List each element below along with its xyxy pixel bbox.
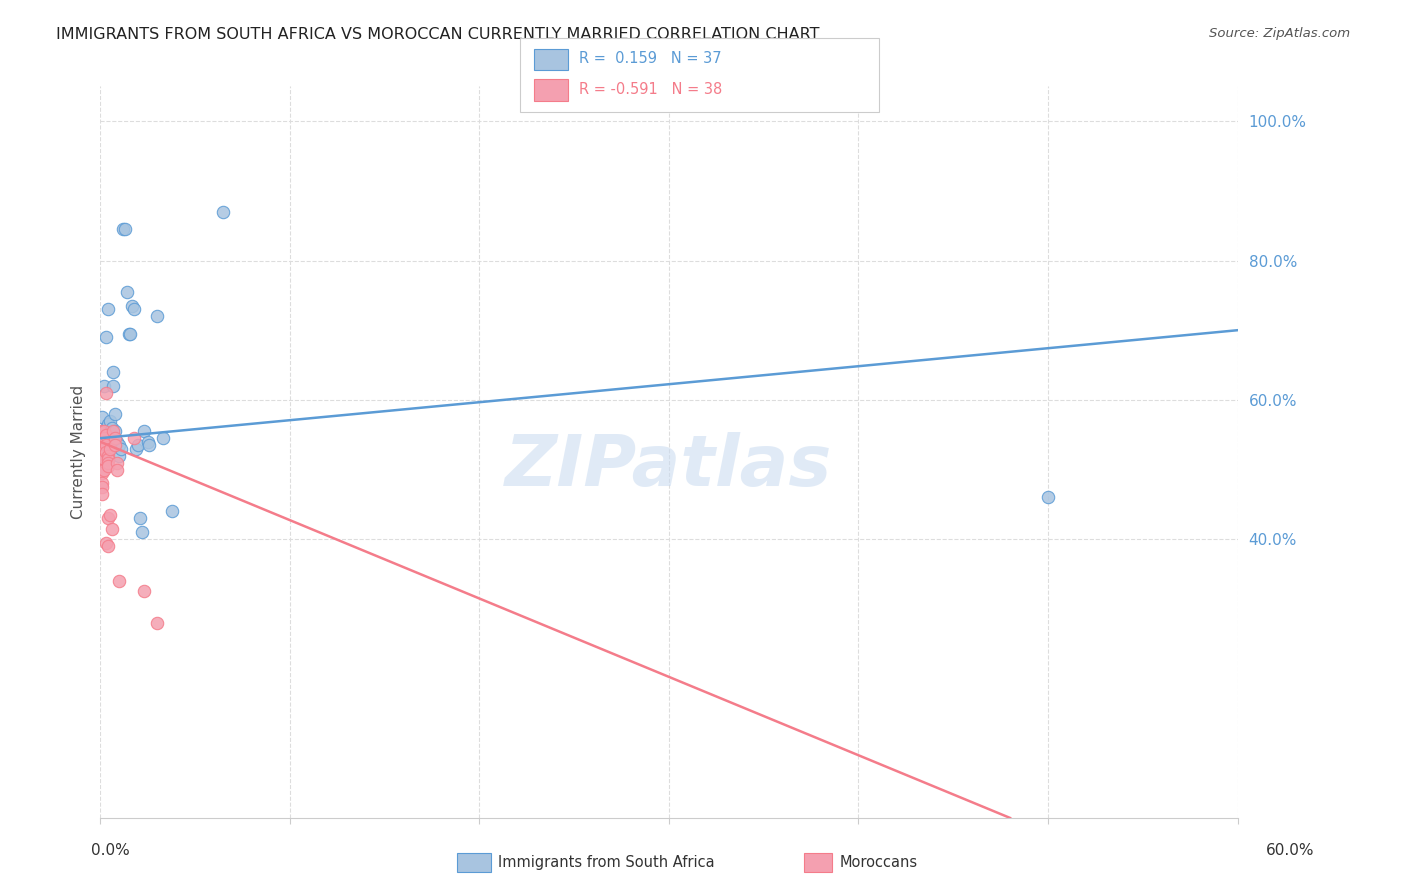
Point bbox=[93, 452, 115, 467]
Point bbox=[103, 379, 125, 393]
Point bbox=[131, 525, 153, 540]
Point bbox=[93, 379, 115, 393]
Point bbox=[97, 511, 120, 525]
Point bbox=[91, 410, 114, 425]
Point bbox=[117, 326, 139, 341]
Point bbox=[91, 466, 114, 480]
Point bbox=[110, 442, 132, 456]
Point bbox=[93, 434, 115, 449]
Point bbox=[212, 204, 235, 219]
Point bbox=[127, 438, 149, 452]
Point bbox=[91, 480, 114, 494]
Point bbox=[136, 434, 159, 449]
Text: 60.0%: 60.0% bbox=[1267, 843, 1315, 858]
Text: R =  0.159   N = 37: R = 0.159 N = 37 bbox=[579, 52, 721, 66]
Point bbox=[100, 431, 122, 445]
Point bbox=[129, 511, 152, 525]
Point bbox=[152, 431, 174, 445]
Point bbox=[104, 431, 127, 445]
Point bbox=[91, 462, 114, 476]
Point bbox=[121, 299, 143, 313]
Point bbox=[138, 438, 160, 452]
Point bbox=[104, 438, 127, 452]
Point bbox=[104, 424, 127, 438]
Text: Source: ZipAtlas.com: Source: ZipAtlas.com bbox=[1209, 27, 1350, 40]
Point bbox=[98, 508, 121, 522]
Point bbox=[94, 438, 117, 452]
Point bbox=[91, 476, 114, 491]
Point bbox=[97, 417, 120, 432]
Point bbox=[103, 424, 125, 438]
Point bbox=[100, 421, 122, 435]
Text: Moroccans: Moroccans bbox=[839, 855, 918, 870]
Point bbox=[94, 421, 117, 435]
Point bbox=[97, 449, 120, 463]
Point bbox=[91, 487, 114, 501]
Point bbox=[97, 539, 120, 553]
Point bbox=[93, 424, 115, 438]
Point bbox=[115, 285, 138, 299]
Point bbox=[98, 414, 121, 428]
Point bbox=[146, 310, 169, 324]
Point bbox=[132, 584, 155, 599]
Point bbox=[94, 427, 117, 442]
Point bbox=[97, 452, 120, 467]
Point bbox=[104, 407, 127, 421]
Text: 0.0%: 0.0% bbox=[91, 843, 131, 858]
Point bbox=[120, 326, 142, 341]
Point bbox=[91, 438, 114, 452]
Text: Immigrants from South Africa: Immigrants from South Africa bbox=[498, 855, 714, 870]
Point bbox=[97, 456, 120, 470]
Point bbox=[108, 449, 131, 463]
Point bbox=[98, 442, 121, 456]
Point bbox=[94, 385, 117, 400]
Point bbox=[114, 222, 136, 236]
Y-axis label: Currently Married: Currently Married bbox=[72, 385, 86, 519]
Point bbox=[160, 504, 183, 518]
Point bbox=[132, 424, 155, 438]
Text: R = -0.591   N = 38: R = -0.591 N = 38 bbox=[579, 82, 723, 96]
Point bbox=[91, 452, 114, 467]
Point bbox=[89, 424, 111, 438]
Text: IMMIGRANTS FROM SOUTH AFRICA VS MOROCCAN CURRENTLY MARRIED CORRELATION CHART: IMMIGRANTS FROM SOUTH AFRICA VS MOROCCAN… bbox=[56, 27, 820, 42]
Point bbox=[94, 535, 117, 549]
Point bbox=[97, 459, 120, 474]
Point bbox=[1036, 491, 1059, 505]
Point bbox=[93, 462, 115, 476]
Point bbox=[108, 574, 131, 588]
Point bbox=[105, 462, 128, 476]
Point bbox=[91, 431, 114, 445]
Point bbox=[105, 456, 128, 470]
Text: ZIPatlas: ZIPatlas bbox=[505, 433, 832, 501]
Point bbox=[146, 615, 169, 630]
Point bbox=[100, 522, 122, 536]
Point bbox=[122, 302, 145, 317]
Point bbox=[122, 431, 145, 445]
Point bbox=[105, 434, 128, 449]
Point bbox=[93, 442, 115, 456]
Point bbox=[97, 302, 120, 317]
Point bbox=[103, 365, 125, 379]
Point bbox=[111, 222, 134, 236]
Point bbox=[94, 330, 117, 344]
Point bbox=[125, 442, 148, 456]
Point bbox=[98, 424, 121, 438]
Point bbox=[94, 445, 117, 459]
Point bbox=[93, 431, 115, 445]
Point bbox=[108, 438, 131, 452]
